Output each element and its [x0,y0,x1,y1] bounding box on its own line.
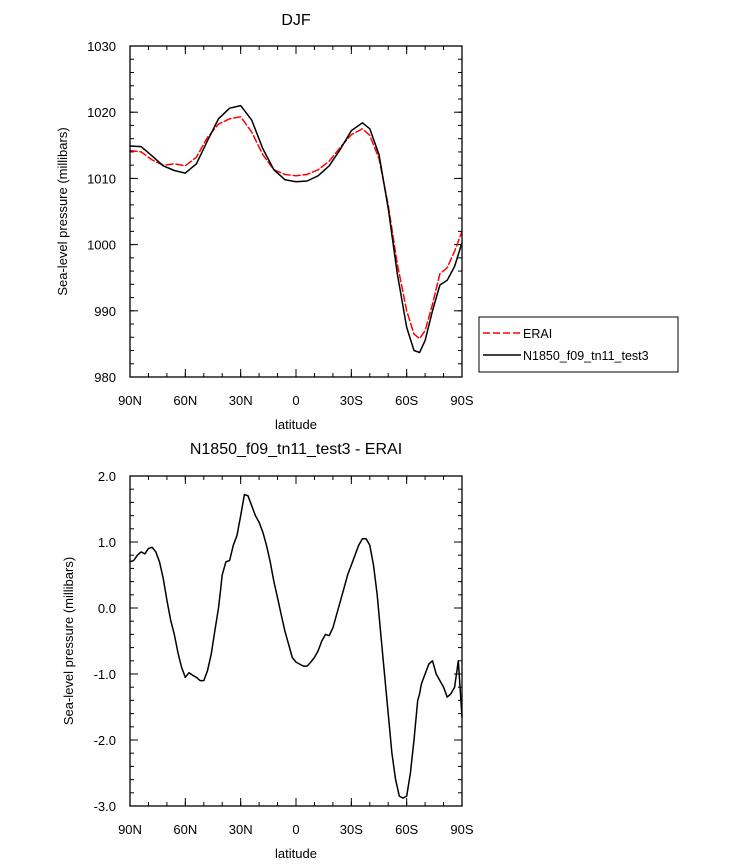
top-series-line-1 [129,104,463,354]
x-tick-label: 60S [395,822,418,837]
y-tick-label: -3.0 [94,799,116,814]
bottom-y-axis-label: Sea-level pressure (millibars) [61,557,76,725]
bottom-x-axis-label: latitude [275,846,317,861]
y-tick-label: 1.0 [98,535,116,550]
bottom-series-line-0 [129,493,463,799]
x-tick-label: 60N [173,822,197,837]
y-tick-label: 2.0 [98,469,116,484]
y-tick-label: -2.0 [94,733,116,748]
legend-label-1: N1850_f09_tn11_test3 [523,349,649,363]
x-tick-label: 60N [173,393,197,408]
y-tick-label: 1000 [87,238,116,253]
bottom-chart-title: N1850_f09_tn11_test3 - ERAI [190,441,402,458]
x-tick-label: 0 [292,822,299,837]
y-tick-label: 990 [94,304,116,319]
x-tick-label: 90S [450,393,473,408]
y-tick-label: 1010 [87,171,116,186]
y-tick-label: 980 [94,370,116,385]
top-plot-frame [129,45,463,378]
x-tick-label: 30S [340,822,363,837]
bottom-plot-frame [129,475,463,807]
x-tick-label: 30N [229,393,253,408]
x-tick-label: 0 [292,393,299,408]
top-chart-title: DJF [281,12,311,29]
top-chart-djf: DJF 90N 60N 30N 0 30S 60S 90S 980 990 1000 1010 1020… [55,12,679,432]
top-y-axis-label: Sea-level pressure (millibars) [55,127,70,295]
x-tick-label: 90N [118,393,142,408]
top-series-line-0 [129,116,463,340]
y-tick-label: 0.0 [98,601,116,616]
legend-label-0: ERAI [523,327,552,341]
top-x-axis-label: latitude [275,417,317,432]
y-tick-label: 1030 [87,39,116,54]
x-tick-label: 30S [340,393,363,408]
legend: ERAI N1850_f09_tn11_test3 [478,316,679,373]
x-tick-label: 90N [118,822,142,837]
x-tick-label: 90S [450,822,473,837]
x-tick-label: 30N [229,822,253,837]
bottom-chart-difference: N1850_f09_tn11_test3 - ERAI 90N 60N 30N 0 30S… [61,441,474,861]
legend-box [478,316,679,373]
y-tick-label: -1.0 [94,667,116,682]
x-tick-label: 60S [395,393,418,408]
y-tick-label: 1020 [87,105,116,120]
